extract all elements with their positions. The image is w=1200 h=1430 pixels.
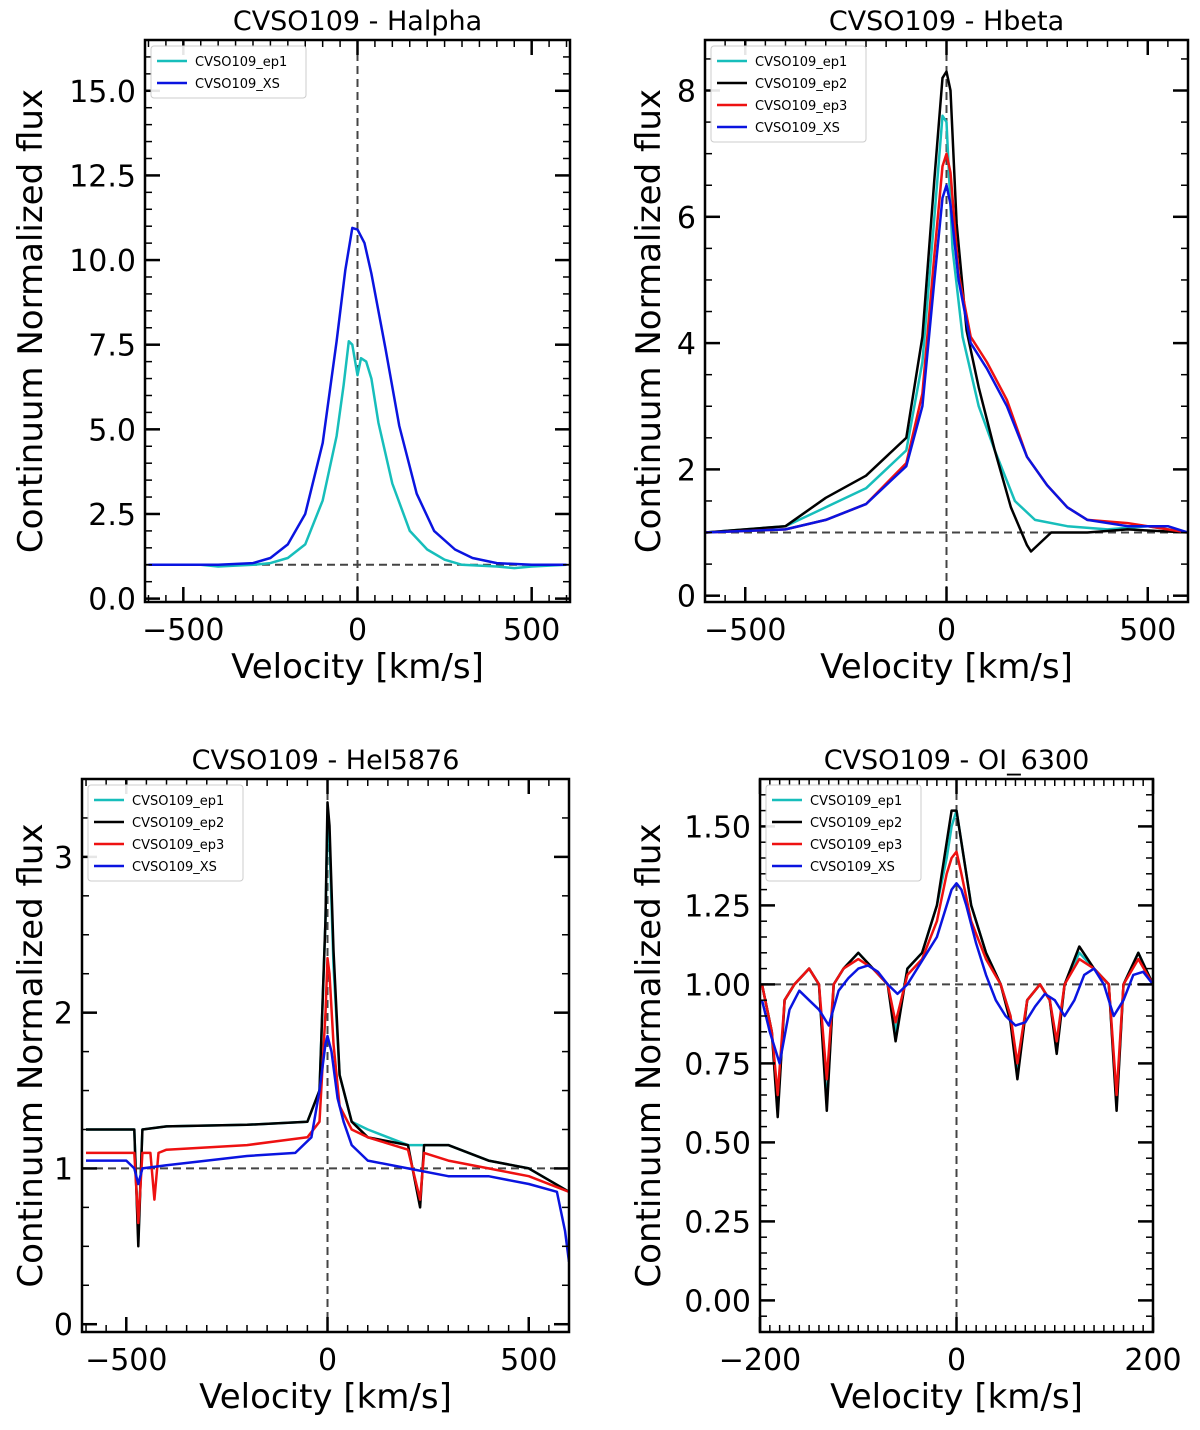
y-tick-label: 1.50 [684, 810, 751, 845]
legend-label: CVSO109_ep2 [132, 816, 224, 831]
x-tick-label: 500 [503, 613, 560, 648]
legend-label: CVSO109_ep1 [810, 794, 902, 809]
series-group [760, 809, 1153, 1119]
legend-label: CVSO109_ep3 [810, 838, 902, 853]
legend-label: CVSO109_XS [755, 121, 840, 136]
chart-3: CVSO109 - HeI5876 −500 0 500 0 1 2 3 Velocity [k… [11, 745, 571, 1417]
x-axis-label: Velocity [km/s] [231, 647, 484, 687]
y-tick-label: 1.25 [684, 889, 751, 924]
y-tick-label: 0.0 [88, 583, 136, 618]
series-line-cvso109-ep3 [86, 956, 569, 1225]
y-axis-label: Continuum Normalized flux [629, 823, 669, 1287]
y-axis-label: Continuum Normalized flux [629, 89, 669, 553]
y-tick-label: 0 [54, 1308, 73, 1343]
y-tick-label: 7.5 [88, 329, 136, 364]
legend-label: CVSO109_ep3 [755, 99, 847, 114]
y-axis-label: Continuum Normalized flux [11, 89, 51, 553]
x-tick-label: −200 [719, 1343, 801, 1378]
legend-label: CVSO109_ep2 [755, 77, 847, 92]
legend-label: CVSO109_XS [132, 860, 217, 875]
x-tick-label: −500 [704, 613, 786, 648]
series-line-cvso109-ep3 [760, 850, 1153, 1097]
y-tick-label: 5.0 [88, 413, 136, 448]
chart-1: CVSO109 - Halpha −500 0 500 0.0 2.5 5.0 7.5 10.0… [11, 6, 572, 687]
x-axis-label: Velocity [km/s] [830, 1377, 1083, 1417]
legend-box [87, 784, 244, 882]
legend: CVSO109_ep1 CVSO109_XS [150, 45, 307, 99]
x-axis-label: Velocity [km/s] [820, 647, 1073, 687]
legend: CVSO109_ep1 CVSO109_ep2 CVSO109_ep3 CVSO109… [765, 784, 922, 882]
y-axis-label: Continuum Normalized flux [11, 823, 51, 1287]
series-line-cvso109-ep1 [148, 340, 567, 570]
legend-label: CVSO109_ep3 [132, 838, 224, 853]
y-tick-label: 2 [677, 453, 696, 488]
x-tick-label: 500 [1119, 613, 1176, 648]
x-tick-label: 0 [318, 1343, 337, 1378]
y-tick-label: 15.0 [69, 75, 136, 110]
y-tick-label: 12.5 [69, 159, 136, 194]
series-line-cvso109-xs [148, 226, 567, 567]
legend-box [765, 784, 922, 882]
y-tick-label: 0.75 [684, 1047, 751, 1082]
y-tick-label: 0.50 [684, 1126, 751, 1161]
legend-label: CVSO109_ep2 [810, 816, 902, 831]
x-tick-label: 0 [937, 613, 956, 648]
legend-label: CVSO109_ep1 [195, 55, 287, 70]
chart-title: CVSO109 - Hbeta [829, 6, 1064, 37]
plot-frame [80, 777, 571, 1334]
y-tick-label: 4 [677, 327, 696, 362]
series-line-cvso109-xs [86, 1034, 569, 1263]
series-line-cvso109-ep2 [705, 70, 1188, 553]
x-tick-label: 0 [348, 613, 367, 648]
series-line-cvso109-xs [760, 882, 1153, 1065]
y-tick-label: 2 [54, 997, 73, 1032]
chart-title: CVSO109 - Halpha [233, 6, 482, 37]
legend: CVSO109_ep1 CVSO109_ep2 CVSO109_ep3 CVSO109… [710, 45, 867, 143]
y-tick-label: 8 [677, 75, 696, 110]
legend-label: CVSO109_XS [810, 860, 895, 875]
series-group [705, 70, 1188, 553]
legend-label: CVSO109_XS [195, 77, 280, 92]
x-axis-label: Velocity [km/s] [199, 1377, 452, 1417]
x-tick-label: −500 [142, 613, 224, 648]
y-tick-label: 1.00 [684, 968, 751, 1003]
series-line-cvso109-xs [705, 183, 1188, 534]
series-line-cvso109-ep1 [705, 114, 1188, 534]
chart-title: CVSO109 - HeI5876 [192, 745, 460, 776]
chart-title: CVSO109 - OI_6300 [824, 745, 1090, 776]
legend-label: CVSO109_ep1 [132, 794, 224, 809]
legend-box [150, 45, 307, 99]
chart-4: CVSO109 - OI_6300 −200 0 200 0.00 0.25 0.50 0.7… [629, 745, 1182, 1417]
x-tick-label: −500 [85, 1343, 167, 1378]
y-tick-label: 2.5 [88, 498, 136, 533]
y-tick-label: 10.0 [69, 244, 136, 279]
y-tick-label: 0.00 [684, 1284, 751, 1319]
x-tick-label: 500 [500, 1343, 557, 1378]
y-tick-label: 0.25 [684, 1205, 751, 1240]
y-tick-label: 3 [54, 841, 73, 876]
series-group [86, 801, 569, 1263]
y-tick-label: 1 [54, 1152, 73, 1187]
legend-label: CVSO109_ep1 [755, 55, 847, 70]
series-group [148, 226, 567, 570]
series-line-cvso109-ep2 [86, 801, 569, 1248]
x-tick-label: 0 [947, 1343, 966, 1378]
legend: CVSO109_ep1 CVSO109_ep2 CVSO109_ep3 CVSO109… [87, 784, 244, 882]
x-tick-label: 200 [1124, 1343, 1181, 1378]
y-tick-label: 0 [677, 580, 696, 615]
y-tick-label: 6 [677, 201, 696, 236]
legend-box [710, 45, 867, 143]
